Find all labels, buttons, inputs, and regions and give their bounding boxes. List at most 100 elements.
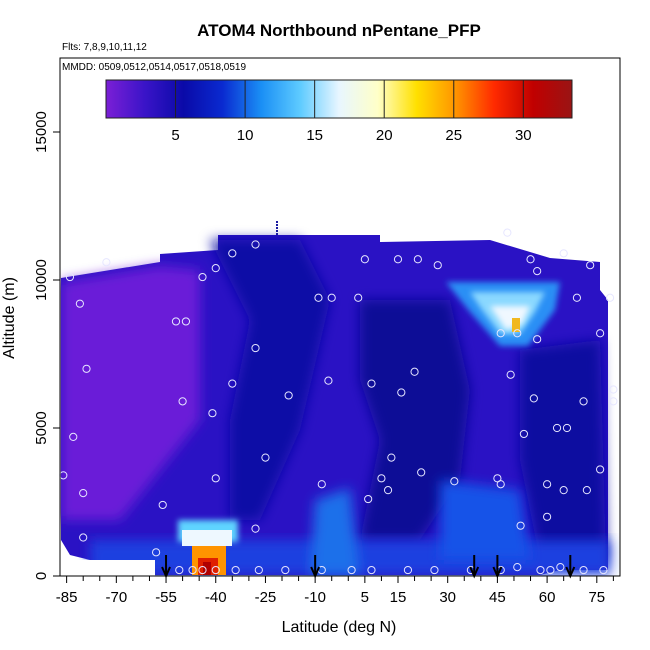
sample-point xyxy=(261,453,270,462)
sample-point xyxy=(354,293,363,302)
x-tick-label: -70 xyxy=(105,589,127,606)
sample-point xyxy=(572,293,582,302)
heatmap-navy-band-1 xyxy=(210,240,330,520)
sample-point xyxy=(377,474,386,483)
sample-point xyxy=(526,255,535,264)
sample-point xyxy=(171,317,181,326)
sample-point xyxy=(397,388,406,397)
y-axis: 0 5000 10000 15000 xyxy=(33,111,60,580)
sample-points xyxy=(59,228,618,575)
profile-markers xyxy=(161,555,576,579)
heatmap-empty-lower-left xyxy=(60,560,155,576)
colorbar-tick-label: 25 xyxy=(445,127,462,144)
x-axis: -85 -70 -55 -40 -25 -10 5 15 30 45 60 75 xyxy=(56,576,614,606)
x-tick-label: 15 xyxy=(390,589,407,606)
sample-point xyxy=(228,249,237,258)
sample-point xyxy=(410,367,419,376)
sample-point xyxy=(387,453,396,462)
heatmap-low-white-box xyxy=(182,530,232,546)
x-tick-label: -40 xyxy=(205,589,227,606)
sample-point xyxy=(281,565,290,575)
y-axis-label: Altitude (m) xyxy=(1,277,18,359)
heatmap-violet-west xyxy=(61,266,200,520)
sample-point xyxy=(393,255,403,264)
sample-point xyxy=(543,480,552,489)
sample-point xyxy=(403,565,413,575)
sample-point xyxy=(586,261,595,270)
heatmap-plume-core xyxy=(512,318,520,332)
sample-point xyxy=(188,565,197,575)
sample-point xyxy=(367,379,376,388)
sample-point xyxy=(579,565,588,575)
x-axis-label: Latitude (deg N) xyxy=(282,619,397,636)
x-tick-label: -55 xyxy=(155,589,177,606)
sample-point xyxy=(317,480,326,489)
sample-point xyxy=(596,329,605,338)
sample-point xyxy=(211,474,220,483)
sample-point xyxy=(254,565,263,575)
sample-point xyxy=(533,267,542,276)
sample-point xyxy=(543,512,552,521)
heatmap-navy-band-2 xyxy=(360,300,470,540)
sample-point xyxy=(536,565,545,575)
sample-point xyxy=(556,563,565,572)
sample-point xyxy=(605,293,615,302)
sample-point xyxy=(367,565,376,575)
sample-point xyxy=(178,397,187,406)
sample-point xyxy=(175,565,184,575)
sample-point xyxy=(529,394,538,403)
colorbar: 5 10 15 20 25 30 xyxy=(105,79,573,144)
sample-point xyxy=(82,364,91,373)
sample-point xyxy=(562,423,572,433)
heatmap-navy-band-3 xyxy=(520,340,606,560)
x-tick-label: 60 xyxy=(539,589,556,606)
colorbar-tick-label: 30 xyxy=(515,127,532,144)
sample-point xyxy=(430,565,439,575)
sample-point xyxy=(533,335,542,344)
sample-point xyxy=(360,255,369,264)
sample-point xyxy=(251,524,260,533)
sample-point xyxy=(609,385,618,394)
sample-point xyxy=(599,565,608,575)
x-tick-label: 75 xyxy=(588,589,605,606)
sample-point xyxy=(79,533,88,542)
colorbar-gradient xyxy=(105,79,573,119)
x-tick-label: 5 xyxy=(361,589,369,606)
y-tick-label: 15000 xyxy=(33,111,50,153)
sample-point xyxy=(347,565,356,575)
sample-point xyxy=(596,465,605,474)
colorbar-ticks: 5 10 15 20 25 30 xyxy=(171,80,532,144)
sample-point xyxy=(211,264,220,273)
chart-subtitle-dates: MMDD: 0509,0512,0514,0517,0518,0519 xyxy=(62,62,246,73)
sample-point xyxy=(503,228,512,237)
sample-point xyxy=(102,258,111,267)
chart-subtitle-flights: Flts: 7,8,9,10,11,12 xyxy=(62,42,147,53)
x-tick-label: 45 xyxy=(489,589,506,606)
sample-point xyxy=(208,409,217,418)
sample-point xyxy=(364,494,373,504)
sample-point xyxy=(211,565,220,575)
sample-point xyxy=(158,500,167,510)
heatmap-blue-low-2 xyxy=(310,488,360,575)
sample-point xyxy=(251,343,260,353)
sample-point xyxy=(546,565,555,575)
sample-point xyxy=(559,249,568,258)
plot-frame xyxy=(59,57,621,577)
sample-point xyxy=(519,429,529,439)
sample-point xyxy=(284,391,293,400)
sample-point xyxy=(151,548,161,557)
chart-title: ATOM4 Northbound nPentane_PFP xyxy=(197,21,481,40)
y-tick-label: 10000 xyxy=(33,259,50,301)
sample-point xyxy=(417,468,426,477)
sample-point xyxy=(198,272,207,282)
sample-point xyxy=(383,486,393,495)
sample-point xyxy=(609,397,618,406)
sample-point xyxy=(579,397,588,406)
sample-point xyxy=(251,240,260,249)
x-tick-label: 30 xyxy=(439,589,456,606)
sample-point xyxy=(65,272,75,282)
sample-point xyxy=(198,565,207,575)
sample-point xyxy=(324,376,333,385)
sample-point xyxy=(450,477,459,486)
